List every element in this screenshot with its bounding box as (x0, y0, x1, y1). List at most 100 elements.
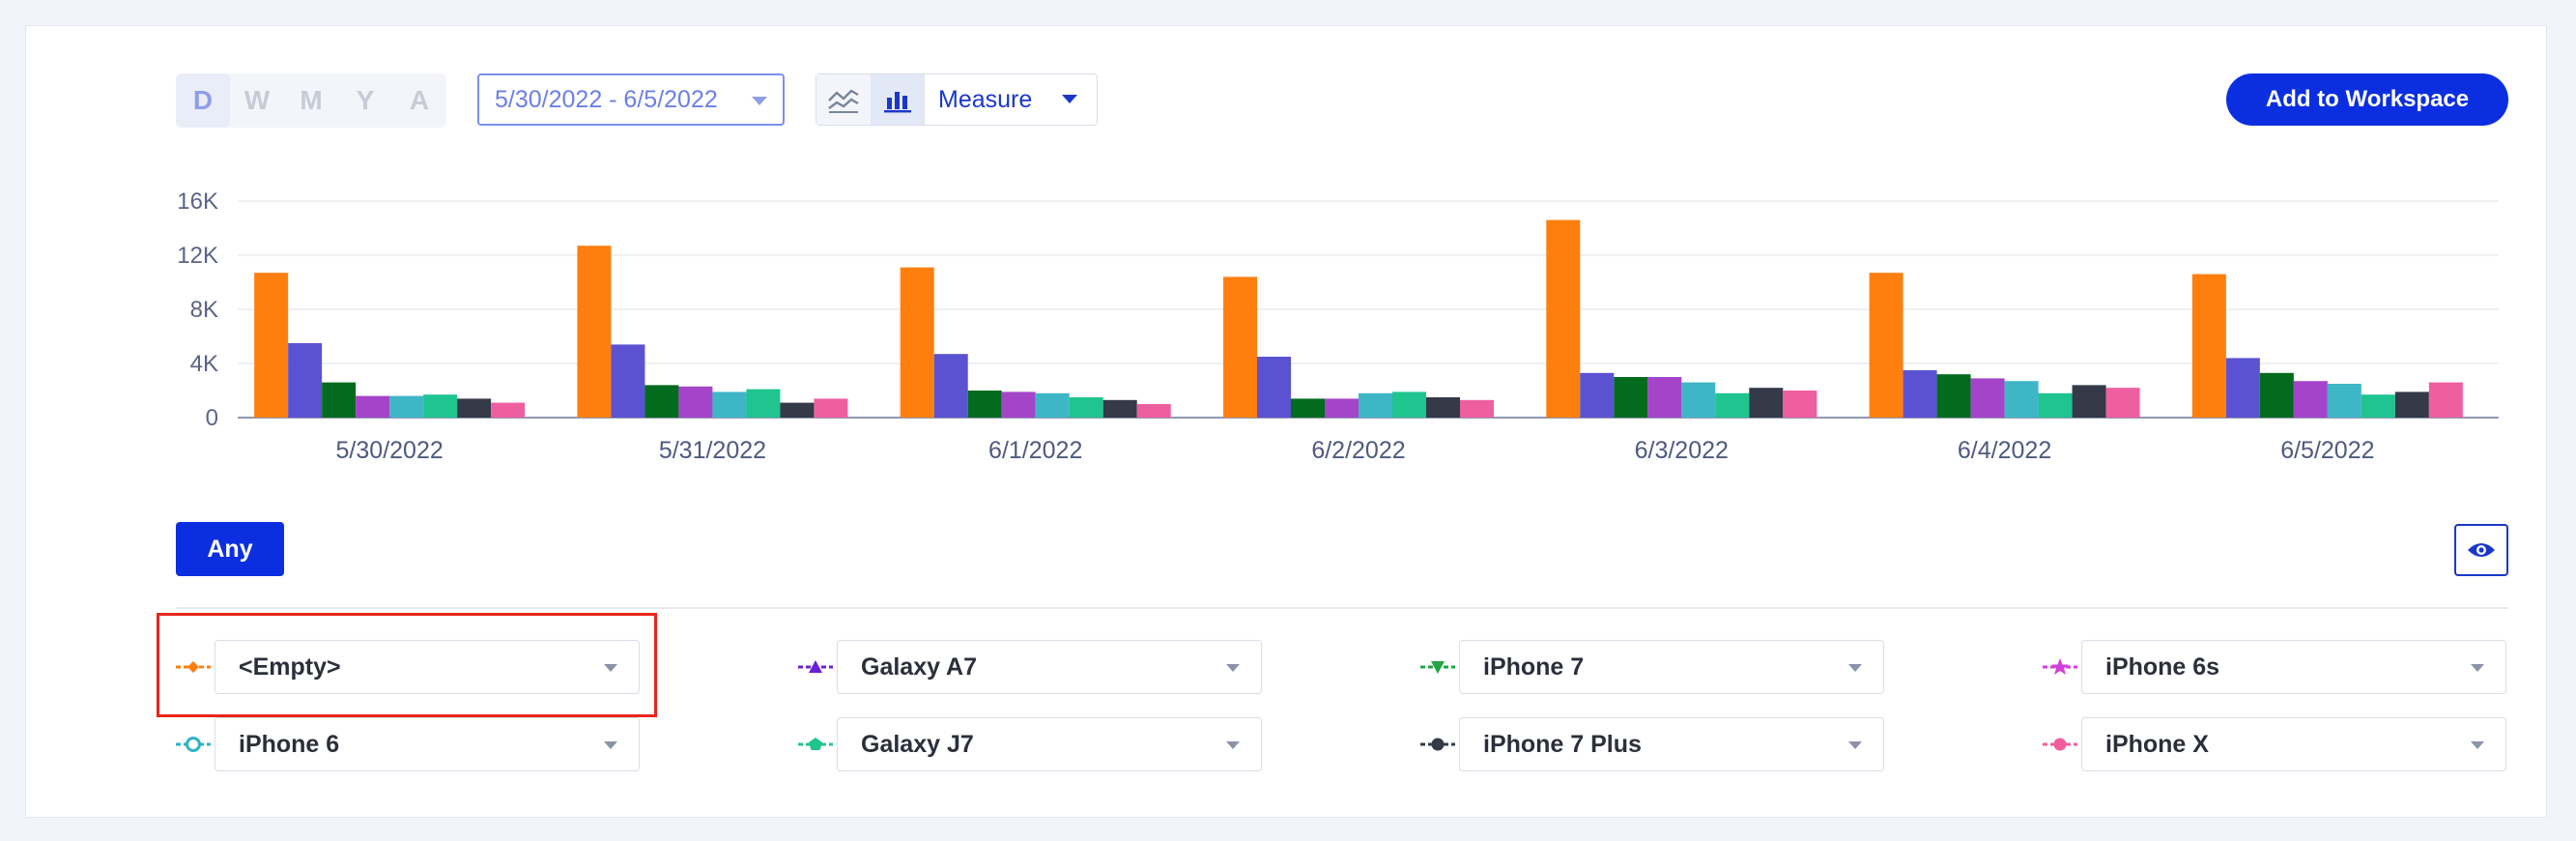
line-chart-button[interactable] (816, 74, 871, 125)
bar[interactable] (2293, 381, 2328, 418)
bar[interactable] (254, 273, 289, 418)
bar[interactable] (322, 382, 357, 418)
series-filter: iPhone X (2043, 717, 2508, 771)
bar[interactable] (1903, 370, 1937, 418)
bar[interactable] (577, 246, 612, 418)
bar[interactable] (2191, 274, 2226, 418)
bar[interactable] (1426, 397, 1460, 418)
bar[interactable] (678, 386, 713, 418)
series-filter-dropdown[interactable]: iPhone 7 (1459, 640, 1884, 694)
bar[interactable] (746, 389, 781, 418)
chevron-down-icon (604, 664, 617, 672)
bar[interactable] (1223, 276, 1257, 418)
y-tick-label: 0 (206, 405, 218, 431)
bar[interactable] (611, 344, 645, 418)
bar[interactable] (1936, 374, 1971, 418)
bar-chart-button[interactable] (871, 74, 925, 125)
bar[interactable] (2038, 392, 2073, 418)
bar[interactable] (2259, 372, 2294, 418)
bar[interactable] (1647, 377, 1682, 418)
measure-dropdown[interactable]: Measure (925, 74, 1097, 125)
series-filter: iPhone 7 (1420, 640, 1886, 694)
series-filter-dropdown[interactable]: iPhone 6s (2081, 640, 2506, 694)
granularity-day-button[interactable]: D (176, 73, 230, 128)
y-tick-label: 12K (177, 243, 218, 269)
bar[interactable] (2428, 382, 2463, 418)
bar[interactable] (2004, 381, 2039, 418)
bar[interactable] (288, 343, 323, 418)
star-icon (2043, 655, 2077, 679)
x-tick-label: 5/31/2022 (659, 437, 766, 464)
chevron-down-icon (604, 741, 617, 749)
bar[interactable] (1546, 219, 1581, 418)
bar[interactable] (712, 392, 747, 418)
granularity-month-button[interactable]: M (300, 85, 323, 115)
bar[interactable] (1783, 391, 1818, 418)
bar[interactable] (1749, 388, 1784, 418)
bar[interactable] (423, 394, 458, 418)
bar[interactable] (644, 385, 679, 418)
series-filter-dropdown[interactable]: Galaxy A7 (837, 640, 1262, 694)
x-tick-label: 6/1/2022 (988, 437, 1082, 464)
bar[interactable] (1035, 392, 1070, 418)
eye-icon (2468, 543, 2495, 557)
x-tick-label: 6/4/2022 (1958, 437, 2051, 464)
granularity-week-button[interactable]: W (243, 85, 271, 115)
bar[interactable] (1136, 404, 1171, 418)
bar[interactable] (1869, 273, 1903, 418)
chevron-down-icon (2471, 664, 2484, 672)
circle-icon (1420, 733, 1455, 756)
bar[interactable] (1392, 392, 1426, 418)
bar[interactable] (1970, 378, 2005, 418)
series-filter-dropdown[interactable]: iPhone 7 Plus (1459, 717, 1884, 771)
series-filter-dropdown[interactable]: iPhone X (2081, 717, 2506, 771)
bar[interactable] (1001, 392, 1036, 418)
bar[interactable] (2105, 388, 2140, 418)
bar[interactable] (457, 398, 492, 418)
series-filter: iPhone 7 Plus (1420, 717, 1886, 771)
bar[interactable] (1257, 357, 1291, 418)
granularity-year-button[interactable]: Y (356, 85, 375, 115)
bar[interactable] (933, 354, 968, 418)
triangle-down-icon (1420, 655, 1455, 679)
bar[interactable] (2361, 394, 2395, 418)
bar[interactable] (389, 395, 424, 418)
bar[interactable] (491, 402, 526, 418)
bar[interactable] (1291, 398, 1325, 418)
add-to-workspace-button[interactable]: Add to Workspace (2226, 73, 2508, 126)
bar[interactable] (2072, 385, 2106, 418)
any-filter-button[interactable]: Any (176, 522, 284, 576)
bar[interactable] (780, 402, 815, 418)
date-range-value: 5/30/2022 - 6/5/2022 (495, 85, 718, 113)
bar[interactable] (1715, 392, 1750, 418)
series-filter-dropdown[interactable]: iPhone 6 (215, 717, 640, 771)
bar[interactable] (2394, 392, 2429, 418)
series-filter-label: Galaxy J7 (861, 730, 974, 758)
bar[interactable] (2225, 358, 2260, 418)
bar[interactable] (814, 398, 848, 418)
x-tick-label: 6/2/2022 (1311, 437, 1405, 464)
bar[interactable] (967, 391, 1002, 418)
bar[interactable] (1359, 392, 1392, 418)
bar[interactable] (900, 267, 934, 418)
bar[interactable] (1580, 372, 1615, 418)
bar[interactable] (1069, 397, 1103, 418)
granularity-all-button[interactable]: A (409, 85, 430, 115)
series-filter-dropdown[interactable]: Galaxy J7 (837, 717, 1262, 771)
toggle-visibility-button[interactable] (2454, 524, 2508, 576)
series-filter-label: iPhone 6 (239, 730, 340, 758)
bar[interactable] (1102, 399, 1137, 418)
bar[interactable] (1325, 398, 1359, 418)
bar[interactable] (1681, 382, 1716, 418)
chevron-down-icon (1848, 741, 1862, 749)
series-filter: iPhone 6 (176, 717, 642, 771)
series-filter-dropdown[interactable]: <Empty> (215, 640, 640, 694)
bar[interactable] (1460, 399, 1494, 418)
bar-chart-icon (884, 92, 911, 113)
bar[interactable] (2327, 384, 2361, 418)
bar[interactable] (1614, 377, 1648, 418)
circle-icon (2043, 733, 2077, 756)
bar[interactable] (356, 395, 390, 418)
date-range-picker[interactable]: 5/30/2022 - 6/5/2022 (477, 73, 785, 126)
y-tick-label: 16K (177, 188, 218, 215)
